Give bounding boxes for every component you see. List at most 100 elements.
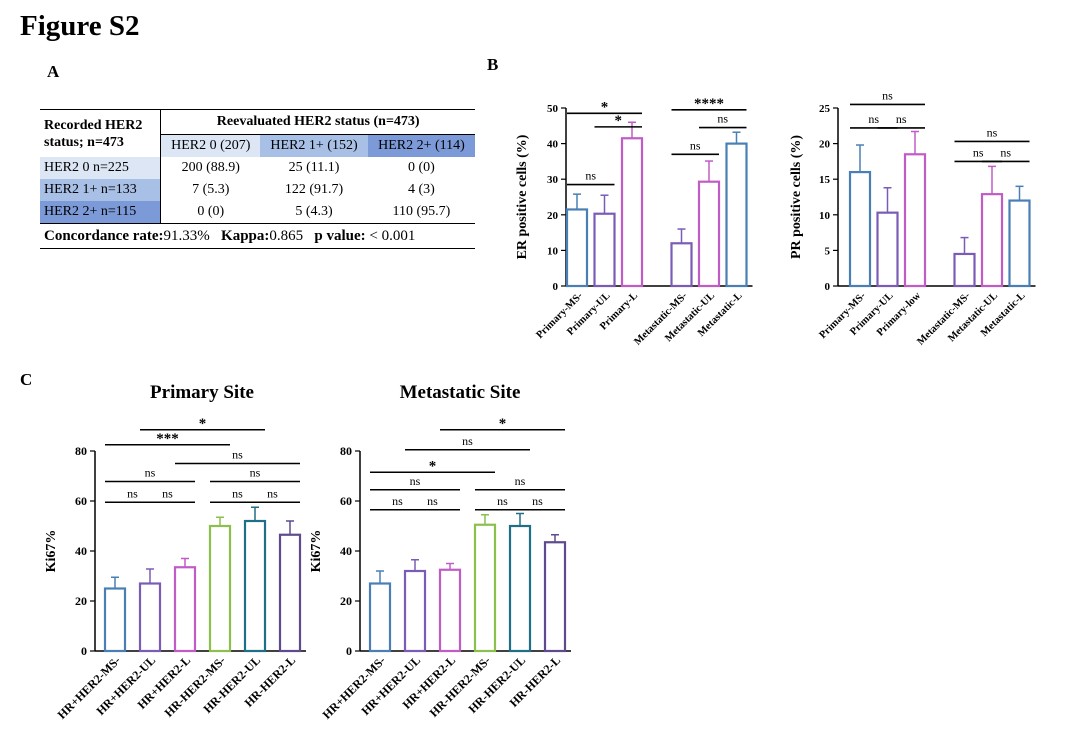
x-tick-label: HR-HER2-MS-: [427, 653, 493, 719]
y-tick-label: 40: [340, 544, 352, 558]
concordance-value: 91.33%: [163, 227, 210, 244]
table-cell: 122 (91.7): [284, 182, 344, 197]
y-tick-label: 10: [547, 245, 559, 257]
table-row-label: HER2 1+ n=133: [40, 179, 162, 201]
chart-title: Primary Site: [150, 382, 254, 403]
significance-label: *: [499, 416, 507, 432]
significance-label: ns: [515, 474, 526, 488]
p-value-value: < 0.001: [369, 227, 416, 244]
concordance-label: Concordance rate:: [44, 227, 164, 244]
significance-label: ns: [882, 88, 893, 102]
significance-label: ns: [232, 448, 243, 462]
significance-label: ns: [392, 494, 403, 508]
bar: [543, 541, 567, 653]
bar: [403, 569, 427, 653]
table-column-header: HER2 0 (207): [160, 134, 261, 157]
bar: [208, 524, 232, 653]
bar: [620, 137, 644, 288]
bar: [438, 568, 462, 653]
y-tick-label: 25: [819, 103, 831, 115]
bar: [848, 170, 872, 288]
panel-label-a: A: [47, 62, 60, 81]
significance-label: ns: [162, 486, 173, 500]
y-tick-label: 0: [553, 281, 559, 293]
bar: [980, 193, 1004, 288]
chart-title: Metastatic Site: [400, 382, 521, 403]
bar: [697, 180, 721, 288]
table-cell: 25 (11.1): [288, 160, 340, 175]
significance-label: ns: [145, 466, 156, 480]
table-cell: 0 (0): [408, 160, 435, 175]
significance-label: ns: [497, 494, 508, 508]
y-tick-label: 50: [547, 103, 559, 115]
panel-label-c: C: [20, 370, 33, 389]
y-tick-label: 30: [547, 174, 559, 186]
significance-label: *: [199, 416, 207, 432]
table-cell: 4 (3): [408, 182, 435, 197]
y-tick-label: 80: [340, 444, 352, 458]
significance-label: ns: [232, 486, 243, 500]
table-cell: 0 (0): [197, 204, 225, 219]
significance-label: ns: [1000, 145, 1011, 159]
row-header-line-2: status; n=473: [44, 134, 124, 150]
y-axis-label: PR positive cells (%): [789, 135, 804, 259]
significance-label: ns: [410, 474, 421, 488]
table-row-label: HER2 2+ n=115: [40, 201, 162, 224]
bar: [173, 566, 197, 653]
table-row: HER2 1+ n=133 7 (5.3) 122 (91.7) 4 (3): [40, 179, 475, 201]
significance-label: *: [615, 113, 623, 129]
y-tick-label: 0: [825, 281, 831, 293]
bar: [670, 242, 693, 288]
y-tick-label: 20: [75, 594, 87, 608]
bar: [1008, 199, 1031, 288]
significance-label: ns: [250, 466, 261, 480]
y-axis-label: Ki67%: [309, 530, 324, 573]
y-tick-label: 20: [340, 594, 352, 608]
bar: [368, 582, 392, 653]
significance-label: ns: [973, 145, 984, 159]
y-tick-label: 15: [819, 174, 831, 186]
y-tick-label: 40: [547, 139, 559, 151]
table-footer-row: Concordance rate:91.33% Kappa:0.865 p va…: [40, 223, 475, 249]
p-value-label: p value:: [314, 227, 366, 244]
y-tick-label: 60: [75, 494, 87, 508]
bar: [243, 519, 267, 653]
y-axis-label: ER positive cells (%): [515, 134, 530, 259]
table-cell: 200 (88.9): [181, 160, 240, 175]
y-tick-label: 20: [819, 139, 831, 151]
significance-label: ns: [896, 112, 907, 126]
y-axis-label: Ki67%: [44, 530, 59, 573]
x-tick-label: Primary-MS-: [534, 290, 585, 341]
y-tick-label: 20: [547, 210, 559, 222]
table-row-label: HER2 0 n=225: [40, 157, 162, 179]
y-tick-label: 5: [825, 245, 831, 257]
table-column-header: HER2 2+ (114): [367, 134, 475, 157]
y-tick-label: 40: [75, 544, 87, 558]
her2-concordance-table: Recorded HER2 status; n=473 Reevaluated …: [40, 109, 475, 249]
table-row-header: Recorded HER2 status; n=473: [40, 109, 162, 157]
significance-label: ns: [987, 125, 998, 139]
bar: [103, 587, 127, 653]
bar: [473, 523, 497, 653]
significance-label: ns: [267, 486, 278, 500]
significance-label: ns: [127, 486, 138, 500]
significance-label: ns: [868, 112, 879, 126]
bar: [593, 212, 616, 288]
significance-label: *: [429, 458, 437, 474]
kappa-label: Kappa:: [221, 227, 270, 244]
y-tick-label: 60: [340, 494, 352, 508]
significance-label: ns: [427, 494, 438, 508]
significance-label: ns: [585, 169, 596, 183]
bar: [278, 533, 302, 653]
y-tick-label: 0: [346, 644, 352, 658]
significance-label: ****: [694, 96, 724, 112]
significance-label: ns: [462, 434, 473, 448]
x-tick-label: HR-HER2-MS-: [162, 653, 228, 719]
bar: [508, 524, 532, 653]
bar: [876, 211, 899, 288]
panel-label-b: B: [487, 55, 499, 74]
y-tick-label: 80: [75, 444, 87, 458]
table-row: HER2 2+ n=115 0 (0) 5 (4.3) 110 (95.7): [40, 201, 475, 224]
bar: [903, 153, 927, 288]
